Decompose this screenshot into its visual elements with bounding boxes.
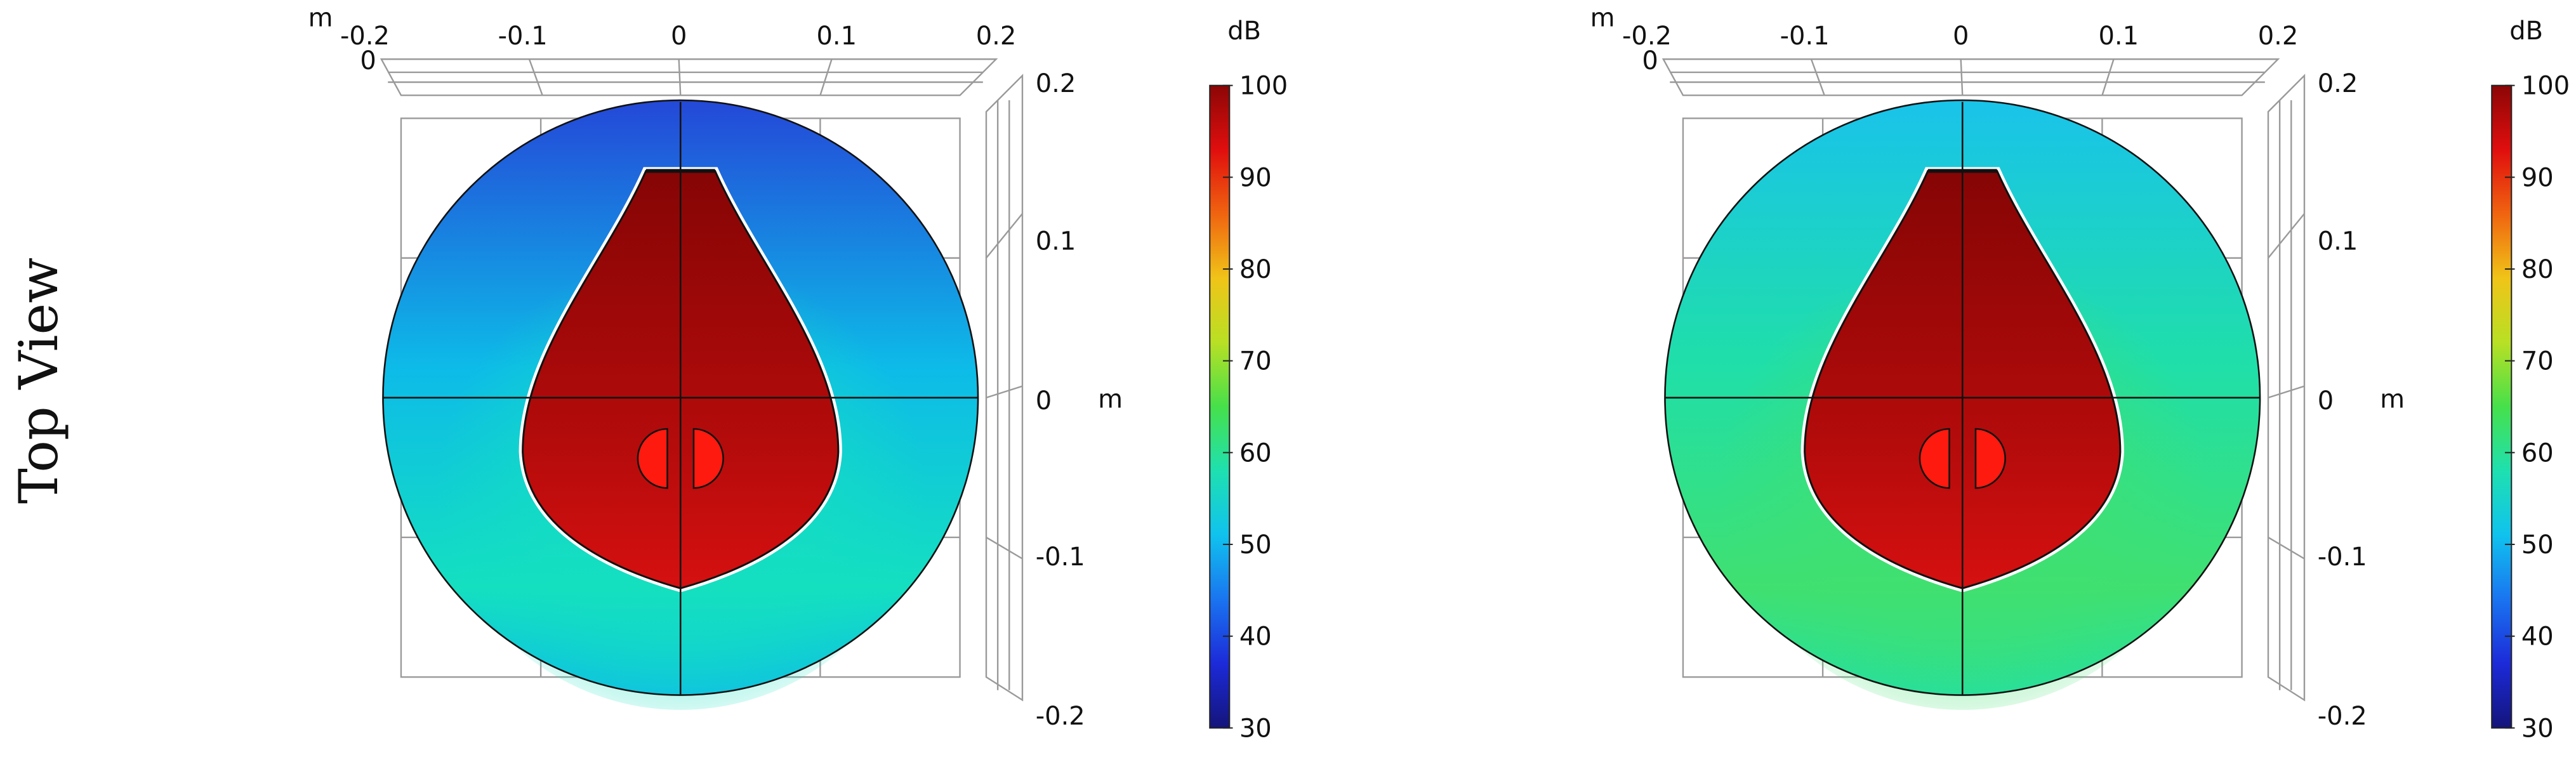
- grid-line: [2268, 213, 2305, 259]
- colorbar-tick-label: 60: [1239, 438, 1272, 468]
- x-tick-label: 0.1: [816, 22, 857, 51]
- x-tick-label: -0.1: [498, 22, 548, 51]
- x-tick-label: 0: [671, 22, 687, 51]
- colorbar: [2491, 84, 2513, 729]
- y-tick-label: -0.1: [1036, 542, 1085, 572]
- grid-line: [986, 213, 1023, 259]
- y-tick-label: 0: [1036, 386, 1052, 416]
- side-label: Top View: [8, 258, 70, 504]
- grid-right-plane: [2267, 74, 2306, 702]
- right-ear: [1974, 428, 2006, 489]
- x-tick-label: -0.2: [1622, 22, 1672, 51]
- grid-line: [2101, 58, 2115, 96]
- y-tick-label: -0.2: [2318, 702, 2367, 731]
- x-axis-unit: m: [1590, 3, 1615, 32]
- y-tick-label: 0.1: [1036, 227, 1076, 256]
- y-tick-label: 0.1: [2318, 227, 2358, 256]
- y-tick-label: 0: [2318, 386, 2334, 416]
- right-ear: [692, 428, 724, 489]
- grid-line: [1960, 59, 1964, 96]
- plot-panel-2: -0.2 -0.1 0 0.1 0.2m00.20.10-0.1-0.2mdB10090…: [1590, 3, 2570, 743]
- y-axis-unit: m: [2380, 384, 2405, 414]
- grid-line: [986, 385, 1023, 398]
- grid-line: [986, 536, 1023, 560]
- x-tick-label: 0.2: [2258, 22, 2299, 51]
- colorbar-tick-label: 40: [1239, 622, 1272, 652]
- x-tick-label: -0.2: [340, 22, 390, 51]
- grid-line: [678, 59, 682, 96]
- colorbar-tick-label: 40: [2521, 622, 2554, 652]
- colorbar-tick-label: 80: [1239, 255, 1272, 284]
- grid-top-plane: [380, 58, 998, 96]
- x-axis-unit: m: [308, 3, 333, 32]
- colorbar-tick-label: 90: [1239, 163, 1272, 192]
- colorbar-tick-label: 60: [2521, 438, 2554, 468]
- x-tick-label: 0.2: [976, 22, 1017, 51]
- y-tick-label: -0.2: [1036, 702, 1085, 731]
- y-tick-label: 0.2: [2318, 69, 2358, 98]
- colorbar-title: dB: [2509, 16, 2543, 46]
- y-tick-label: 0.2: [1036, 69, 1076, 98]
- grid-line: [1810, 58, 1825, 96]
- colorbar-tick-label: 30: [1239, 714, 1272, 743]
- grid-line: [528, 58, 543, 96]
- colorbar-tick-label: 70: [1239, 347, 1272, 376]
- z-tick-label: 0: [1642, 46, 1658, 76]
- colorbar-tick-label: 50: [2521, 530, 2554, 560]
- x-tick-label: -0.1: [1780, 22, 1830, 51]
- colorbar-tick-label: 100: [2521, 72, 2570, 101]
- y-axis-unit: m: [1098, 384, 1123, 414]
- colorbar: [1209, 84, 1231, 729]
- x-tick-label: 0.1: [2098, 22, 2139, 51]
- colorbar-tick-label: 50: [1239, 530, 1272, 560]
- z-tick-label: 0: [360, 46, 376, 76]
- colorbar-tick-label: 80: [2521, 255, 2554, 284]
- grid-line: [2268, 385, 2305, 398]
- plot-panel-1: -0.2 -0.1 0 0.1 0.2m00.20.10-0.1-0.2mdB10090…: [308, 3, 1288, 743]
- y-tick-label: -0.1: [2318, 542, 2367, 572]
- grid-top-plane: [1661, 58, 2280, 96]
- colorbar-tick-label: 100: [1239, 72, 1288, 101]
- left-ear: [637, 428, 668, 489]
- grid-line: [819, 58, 833, 96]
- grid-right-plane: [985, 74, 1024, 702]
- colorbar-tick-label: 90: [2521, 163, 2554, 192]
- colorbar-title: dB: [1227, 16, 1261, 46]
- grid-line: [2268, 536, 2305, 560]
- colorbar-tick-label: 70: [2521, 347, 2554, 376]
- left-ear: [1919, 428, 1950, 489]
- x-tick-label: 0: [1953, 22, 1969, 51]
- colorbar-tick-label: 30: [2521, 714, 2554, 743]
